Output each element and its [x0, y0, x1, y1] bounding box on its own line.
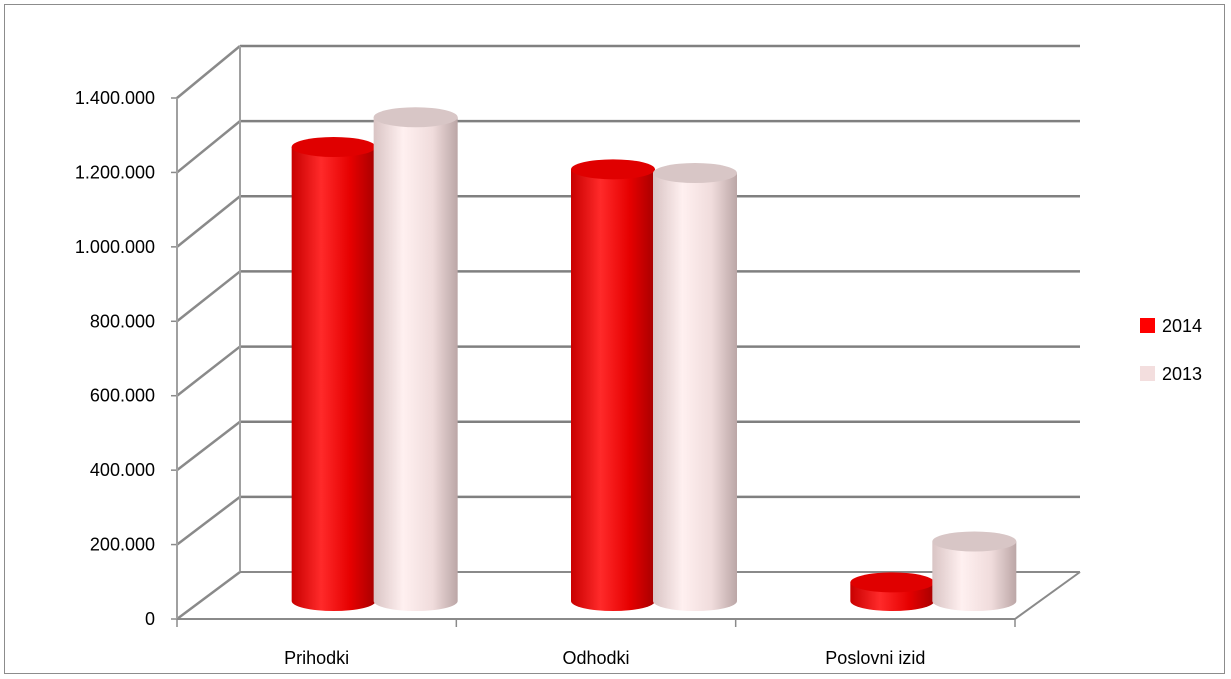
bar-top — [571, 159, 655, 180]
bar-2014-prihodki — [291, 136, 376, 611]
legend-swatch-2013 — [1140, 366, 1155, 381]
side-wall-line — [176, 345, 241, 397]
bar-top — [291, 136, 376, 157]
y-tick-label: 600.000 — [90, 386, 155, 406]
bar-2013-odhodki — [653, 163, 737, 612]
bars — [291, 107, 1017, 612]
bar-body — [932, 541, 1017, 611]
bar-2013-prihodki — [373, 107, 458, 611]
bar-body — [571, 169, 655, 612]
bar-top — [932, 531, 1017, 552]
bar-top — [653, 163, 737, 184]
bar-top — [373, 107, 458, 128]
side-wall-line — [176, 495, 241, 546]
y-tick-label: 200.000 — [90, 535, 155, 555]
y-tick-label: 400.000 — [90, 460, 155, 480]
y-tick-label: 1.000.000 — [75, 237, 155, 257]
floor-right-edge — [1014, 571, 1081, 620]
legend-swatch-2014 — [1140, 318, 1155, 333]
bar-2013-poslovni-izid — [932, 531, 1017, 611]
x-category-label: Prihodki — [284, 648, 349, 668]
side-wall-line — [176, 45, 241, 99]
legend: 2014 2013 — [1140, 316, 1202, 384]
side-wall-line — [176, 195, 241, 248]
x-category-label: Poslovni izid — [825, 648, 925, 668]
y-tick-label: 1.400.000 — [75, 88, 155, 108]
y-tick-labels: 0 200.000 400.000 600.000 800.000 1.000.000 1.… — [75, 88, 155, 629]
bar-body — [653, 173, 737, 612]
bar-body — [373, 117, 458, 611]
side-wall-line — [176, 270, 241, 323]
bar-top — [850, 572, 935, 593]
x-category-label: Odhodki — [562, 648, 629, 668]
legend-label-2013: 2013 — [1162, 364, 1202, 384]
y-tick-label: 800.000 — [90, 311, 155, 331]
side-wall-line — [176, 420, 241, 472]
side-wall-line — [176, 570, 241, 621]
bar-body — [291, 146, 376, 611]
legend-label-2014: 2014 — [1162, 316, 1202, 336]
y-tick-label: 1.200.000 — [75, 162, 155, 182]
y-tick-label: 0 — [145, 609, 155, 629]
x-category-labels: Prihodki Odhodki Poslovni izid — [284, 648, 925, 668]
bar-2014-poslovni-izid — [850, 572, 935, 611]
bar-2014-odhodki — [571, 159, 655, 612]
side-wall-line — [176, 120, 241, 174]
